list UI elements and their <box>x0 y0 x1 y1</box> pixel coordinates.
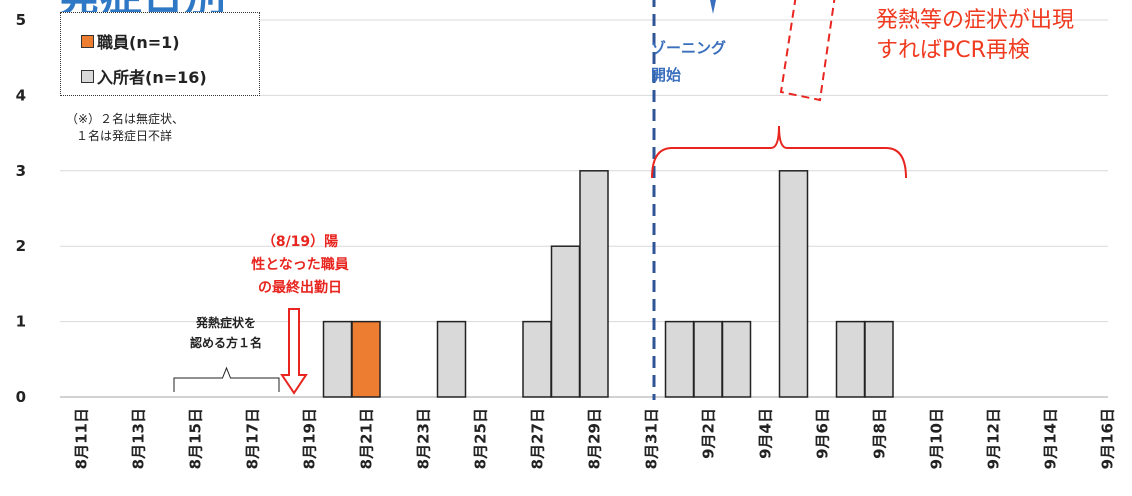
legend-label-resident: 入所者(n=16) <box>97 68 207 87</box>
x-tick-label: 9月16日 <box>1098 408 1116 469</box>
y-tick-label: 0 <box>16 388 26 406</box>
x-tick-label: 9月14日 <box>1041 408 1059 469</box>
bar-resident <box>721 320 752 398</box>
x-tick-label: 8月27日 <box>528 408 546 469</box>
y-tick-label: 2 <box>16 237 26 255</box>
x-tick-label: 8月11日 <box>72 408 90 469</box>
staff-ann-line-2: 性となった職員 <box>251 257 349 273</box>
bar-resident <box>322 320 353 398</box>
pcr-line-2: すればPCR再検 <box>876 38 1030 63</box>
fever-ann-line-1: 発熱症状を <box>195 316 256 330</box>
legend: 職員(n=1) 入所者(n=16) <box>60 12 260 96</box>
staff-ann-line-3: の最終出勤日 <box>258 280 342 296</box>
footnote-line-2: １名は発症日不詳 <box>76 129 173 143</box>
staff-ann-line-1: （8/19）陽 <box>261 234 339 250</box>
zoning-line-2: 開始 <box>651 66 682 84</box>
zoning-annotation: ゾーニング 開始 <box>651 35 726 89</box>
x-tick-label: 9月10日 <box>927 408 945 469</box>
x-tick-label: 8月17日 <box>243 408 261 469</box>
y-tick-label: 4 <box>16 86 26 104</box>
bar-resident <box>664 320 695 398</box>
bar-resident <box>693 320 723 398</box>
zoning-arrow-icon <box>710 0 716 14</box>
x-tick-label: 8月29日 <box>585 408 603 469</box>
legend-swatch-resident <box>81 69 94 83</box>
legend-label-staff: 職員(n=1) <box>97 33 180 52</box>
y-tick-label: 5 <box>16 11 26 29</box>
y-axis: 0 1 2 3 4 5 <box>16 11 26 406</box>
bar-resident <box>778 170 809 398</box>
bar-resident <box>835 320 866 398</box>
fever-ann-line-2: 認める方１名 <box>189 336 262 350</box>
pcr-annotation: 発熱等の症状が出現 すればPCR再検 <box>876 6 1074 66</box>
bar-resident <box>864 320 894 398</box>
bar-resident <box>550 245 581 398</box>
observation-period-brace <box>651 125 907 179</box>
x-tick-label: 8月15日 <box>186 408 204 469</box>
x-tick-label: 8月31日 <box>642 408 660 469</box>
y-tick-label: 1 <box>16 313 26 331</box>
annotation-shapes <box>173 0 907 400</box>
bar-staff <box>351 320 381 398</box>
staff-last-day-annotation: （8/19）陽 性となった職員 の最終出勤日 <box>242 231 358 300</box>
y-tick-label: 3 <box>16 162 26 180</box>
pcr-line-1: 発熱等の症状が出現 <box>876 8 1075 33</box>
legend-item-resident: 入所者(n=16) <box>81 64 207 88</box>
x-tick-label: 9月8日 <box>870 408 888 459</box>
x-tick-label: 8月21日 <box>357 408 375 469</box>
x-tick-label: 9月6日 <box>813 408 831 459</box>
legend-item-staff: 職員(n=1) <box>81 29 180 53</box>
x-tick-label: 9月4日 <box>756 408 774 459</box>
fever-annotation: 発熱症状を 認める方１名 <box>163 313 289 353</box>
x-tick-label: 9月12日 <box>984 408 1002 469</box>
bars <box>322 170 894 398</box>
bar-resident <box>579 170 609 398</box>
footnote: （※）２名は無症状、 １名は発症日不詳 <box>66 111 184 145</box>
x-axis: 8月11日 8月13日 8月15日 8月17日 8月19日 8月21日 8月23日 8月25日… <box>72 408 1116 469</box>
x-tick-label: 9月2日 <box>699 408 717 459</box>
bar-resident <box>436 320 467 398</box>
staff-last-day-arrow-icon <box>280 308 308 395</box>
x-tick-label: 8月23日 <box>414 408 432 469</box>
legend-swatch-staff <box>81 34 94 48</box>
fever-period-brace <box>173 366 280 392</box>
footnote-line-1: （※）２名は無症状、 <box>66 112 185 126</box>
zoning-line-1: ゾーニング <box>651 39 727 57</box>
x-tick-label: 8月19日 <box>300 408 318 469</box>
pcr-callout-box <box>779 0 836 102</box>
x-tick-label: 8月25日 <box>471 408 489 469</box>
x-tick-label: 8月13日 <box>129 408 147 469</box>
bar-resident <box>522 320 552 398</box>
